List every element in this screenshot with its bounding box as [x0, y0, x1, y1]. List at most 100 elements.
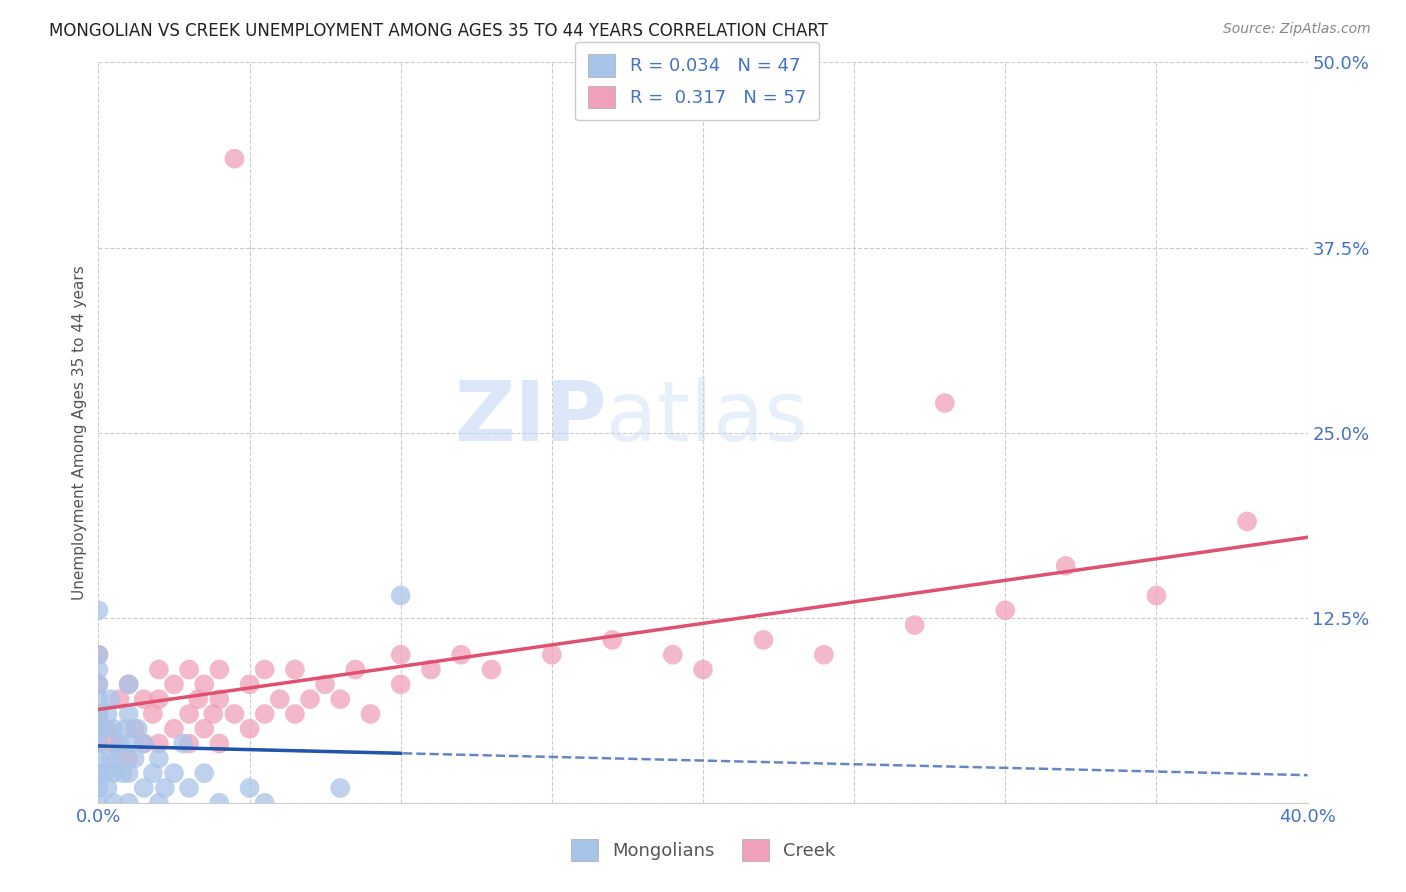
Point	[163, 766, 186, 780]
Point	[239, 722, 262, 736]
Point	[163, 722, 186, 736]
Point	[87, 780, 110, 795]
Point	[118, 677, 141, 691]
Point	[87, 648, 110, 662]
Point	[253, 706, 276, 721]
Point	[284, 706, 307, 721]
Point	[193, 766, 215, 780]
Point	[103, 796, 125, 810]
Point	[87, 766, 110, 780]
Point	[118, 737, 141, 751]
Point	[602, 632, 624, 647]
Point	[481, 663, 503, 677]
Y-axis label: Unemployment Among Ages 35 to 44 years: Unemployment Among Ages 35 to 44 years	[72, 265, 87, 600]
Point	[172, 737, 194, 751]
Point	[148, 737, 170, 751]
Point	[96, 706, 118, 721]
Point	[148, 663, 170, 677]
Point	[87, 796, 110, 810]
Point	[118, 677, 141, 691]
Point	[661, 648, 683, 662]
Point	[87, 603, 110, 617]
Point	[87, 677, 110, 691]
Point	[269, 692, 291, 706]
Point	[87, 722, 110, 736]
Point	[118, 796, 141, 810]
Point	[96, 722, 118, 736]
Point	[127, 722, 149, 736]
Point	[934, 396, 956, 410]
Point	[389, 589, 412, 603]
Point	[253, 663, 276, 677]
Point	[142, 706, 165, 721]
Point	[284, 663, 307, 677]
Point	[148, 751, 170, 765]
Point	[224, 706, 246, 721]
Point	[87, 692, 110, 706]
Point	[114, 722, 136, 736]
Point	[360, 706, 382, 721]
Point	[389, 677, 412, 691]
Point	[179, 780, 201, 795]
Point	[179, 737, 201, 751]
Point	[450, 648, 472, 662]
Point	[93, 766, 115, 780]
Point	[87, 751, 110, 765]
Point	[224, 152, 246, 166]
Point	[389, 648, 412, 662]
Point	[148, 692, 170, 706]
Point	[103, 766, 125, 780]
Point	[124, 722, 146, 736]
Point	[111, 766, 134, 780]
Text: MONGOLIAN VS CREEK UNEMPLOYMENT AMONG AGES 35 TO 44 YEARS CORRELATION CHART: MONGOLIAN VS CREEK UNEMPLOYMENT AMONG AG…	[49, 22, 828, 40]
Point	[344, 663, 367, 677]
Point	[118, 751, 141, 765]
Point	[1236, 515, 1258, 529]
Point	[142, 766, 165, 780]
Point	[752, 632, 775, 647]
Point	[96, 780, 118, 795]
Point	[153, 780, 176, 795]
Point	[132, 737, 155, 751]
Point	[118, 706, 141, 721]
Point	[108, 737, 131, 751]
Point	[179, 706, 201, 721]
Point	[105, 751, 128, 765]
Point	[87, 648, 110, 662]
Point	[253, 796, 276, 810]
Point	[329, 780, 352, 795]
Point	[100, 692, 122, 706]
Point	[1054, 558, 1077, 573]
Point	[87, 677, 110, 691]
Point	[208, 737, 231, 751]
Point	[994, 603, 1017, 617]
Point	[87, 737, 110, 751]
Point	[118, 766, 141, 780]
Point	[103, 722, 125, 736]
Point	[904, 618, 927, 632]
Point	[100, 751, 122, 765]
Point	[103, 737, 125, 751]
Point	[93, 722, 115, 736]
Point	[87, 663, 110, 677]
Point	[87, 706, 110, 721]
Point	[239, 677, 262, 691]
Point	[187, 692, 209, 706]
Point	[299, 692, 322, 706]
Point	[1144, 589, 1167, 603]
Point	[87, 737, 110, 751]
Point	[163, 677, 186, 691]
Point	[132, 780, 155, 795]
Point	[132, 737, 155, 751]
Point	[239, 780, 262, 795]
Point	[202, 706, 225, 721]
Point	[540, 648, 562, 662]
Point	[420, 663, 443, 677]
Point	[193, 677, 215, 691]
Text: Source: ZipAtlas.com: Source: ZipAtlas.com	[1223, 22, 1371, 37]
Point	[108, 692, 131, 706]
Point	[124, 751, 146, 765]
Point	[193, 722, 215, 736]
Point	[813, 648, 835, 662]
Text: ZIP: ZIP	[454, 377, 606, 458]
